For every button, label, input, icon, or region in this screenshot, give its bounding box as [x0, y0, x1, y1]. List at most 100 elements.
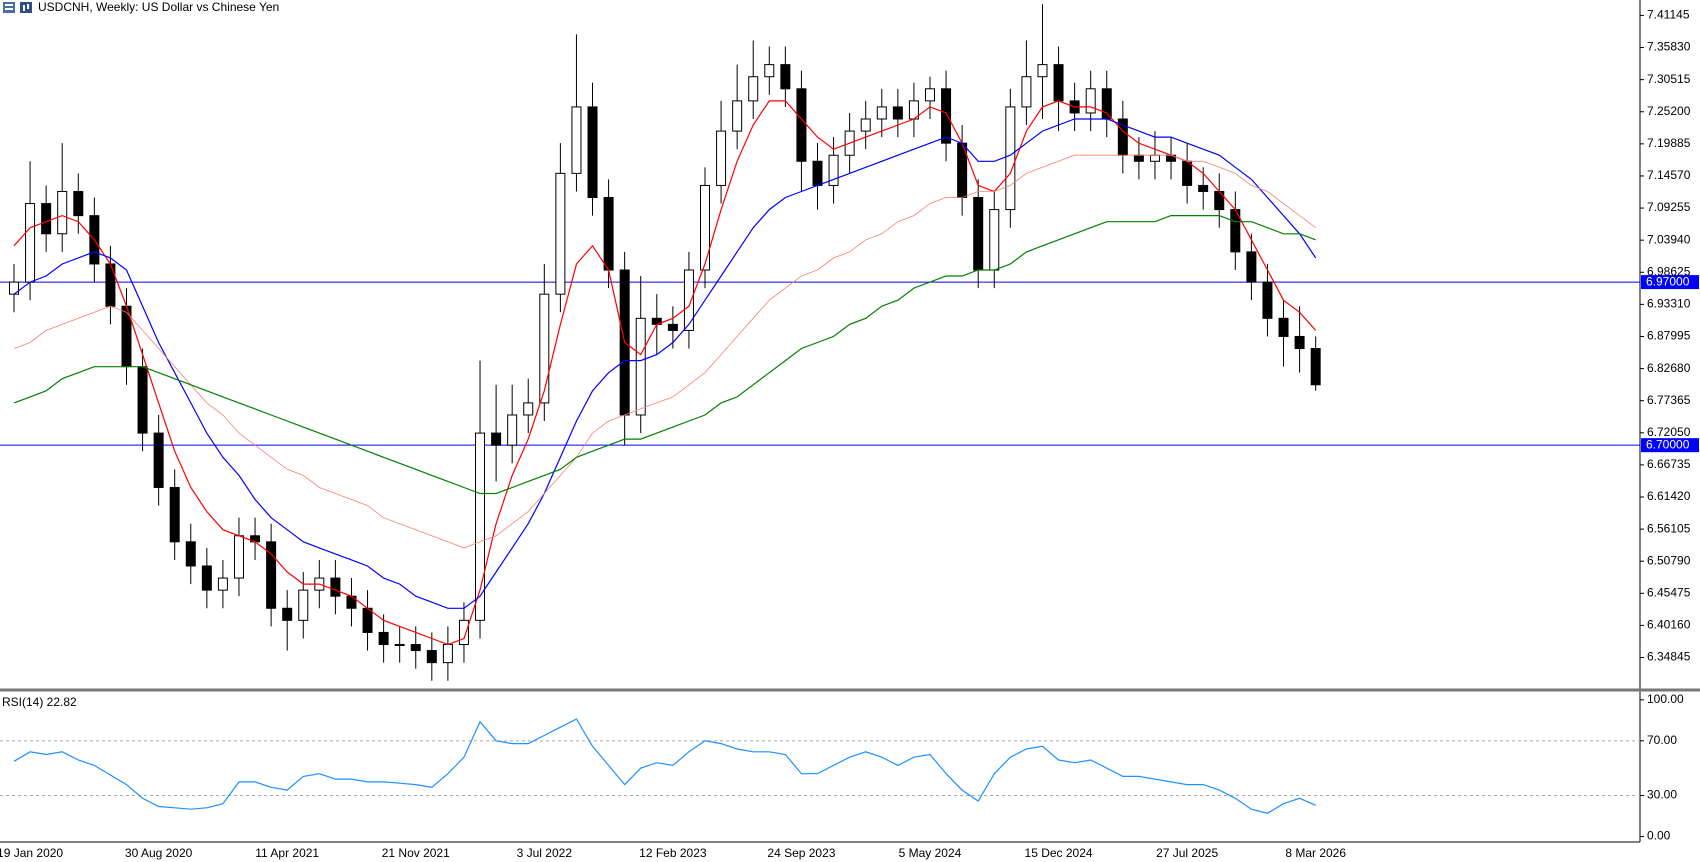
y-tick-label: 7.25200	[1647, 104, 1691, 118]
candle	[1310, 336, 1321, 391]
candle-body	[1021, 76, 1032, 108]
y-tick-label: 6.72050	[1647, 425, 1691, 439]
y-tick-label: 7.41145	[1647, 8, 1690, 22]
candle-body	[1133, 154, 1144, 162]
candle-body	[1053, 64, 1064, 102]
y-tick-label: 6.34845	[1647, 650, 1691, 664]
candle-body	[57, 190, 68, 235]
icon	[3, 2, 15, 13]
candle-body	[185, 541, 196, 567]
candle-body	[555, 172, 566, 295]
candle	[876, 88, 887, 138]
candle-body	[796, 88, 807, 162]
candle-body	[812, 160, 823, 186]
candle-body	[1182, 160, 1193, 186]
candle-body	[330, 577, 341, 597]
candle	[426, 632, 437, 681]
candle	[1262, 263, 1273, 337]
y-tick-label: 6.93310	[1647, 297, 1691, 311]
moving-average	[13, 100, 1317, 646]
candle	[860, 100, 871, 150]
candle-body	[571, 106, 582, 174]
candle-body	[105, 263, 116, 307]
candle	[924, 76, 935, 119]
candle-body	[41, 203, 52, 235]
x-tick-label: 24 Sep 2023	[767, 846, 835, 860]
candle	[41, 185, 52, 252]
candle	[732, 64, 743, 150]
candle-body	[828, 154, 839, 186]
candle-body	[201, 565, 212, 591]
rsi-tick-label: 100.00	[1647, 692, 1684, 706]
candle	[683, 251, 694, 349]
candle-body	[876, 106, 887, 120]
candle-body	[1198, 184, 1209, 192]
candle-body	[298, 589, 309, 621]
icon	[23, 5, 25, 11]
candle	[748, 40, 759, 119]
candle-body	[442, 644, 453, 664]
candle-body	[1262, 281, 1273, 319]
candle	[1278, 300, 1289, 367]
x-tick-label: 30 Aug 2020	[125, 846, 193, 860]
candle	[507, 384, 518, 464]
candle	[667, 306, 678, 349]
candle-body	[266, 541, 277, 609]
candle-body	[169, 486, 180, 543]
candle	[539, 263, 550, 422]
candle-body	[1310, 348, 1321, 386]
candle-body	[233, 535, 244, 579]
candle	[298, 572, 309, 639]
x-tick-label: 27 Jul 2025	[1156, 846, 1218, 860]
candle-body	[764, 64, 775, 78]
candle	[282, 590, 293, 651]
rsi-tick-label: 0.00	[1647, 829, 1671, 843]
y-tick-label: 7.03940	[1647, 232, 1691, 246]
candle-body	[378, 631, 389, 646]
candle-body	[924, 88, 935, 102]
candle-body	[700, 184, 711, 271]
candle-body	[1278, 317, 1289, 337]
icon	[5, 8, 13, 10]
candle	[153, 414, 164, 506]
level-label-box	[1641, 438, 1699, 453]
candle	[587, 82, 598, 216]
candle-body	[1085, 88, 1096, 114]
candle-body	[539, 293, 550, 404]
y-tick-label: 6.61420	[1647, 489, 1691, 503]
candle-body	[973, 197, 984, 271]
y-tick-label: 7.35830	[1647, 40, 1691, 54]
y-tick-label: 6.98625	[1647, 264, 1691, 278]
rsi-tick-label: 70.00	[1647, 733, 1677, 747]
candle	[1246, 233, 1257, 301]
x-tick-label: 15 Dec 2024	[1025, 846, 1093, 860]
y-tick-label: 7.09255	[1647, 200, 1691, 214]
candle	[201, 547, 212, 609]
candle-body	[362, 607, 373, 633]
icon	[27, 4, 29, 9]
candle	[780, 46, 791, 107]
candle	[410, 626, 421, 669]
rsi-tick-label: 30.00	[1647, 788, 1677, 802]
icon	[5, 4, 13, 6]
candle	[394, 626, 405, 663]
candle	[523, 378, 534, 434]
candle	[796, 70, 807, 192]
candle	[266, 523, 277, 627]
moving-average	[13, 118, 1317, 609]
candle	[1198, 167, 1209, 210]
candle	[555, 143, 566, 313]
symbol-icons	[3, 2, 32, 13]
candle-body	[892, 106, 903, 120]
candle-body	[683, 269, 694, 331]
candle	[491, 384, 502, 482]
candle-body	[667, 323, 678, 331]
candle-body	[1149, 154, 1160, 162]
candle	[330, 559, 341, 615]
candle-body	[780, 64, 791, 90]
y-tick-label: 6.56105	[1647, 521, 1691, 535]
candle-body	[1005, 106, 1016, 211]
rsi-label: RSI(14) 22.82	[2, 695, 77, 709]
